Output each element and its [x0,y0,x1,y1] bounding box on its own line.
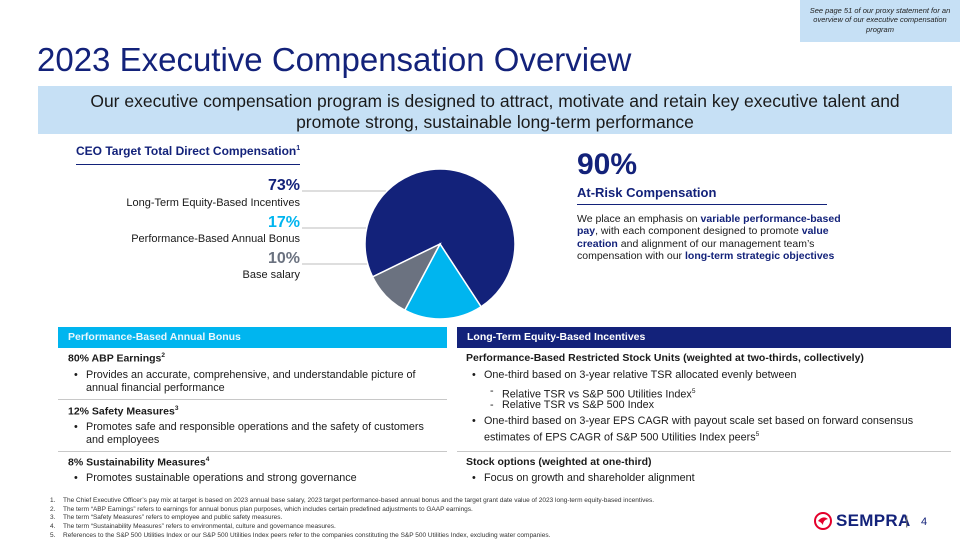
safety-measures-bullet: • Promotes safe and responsible operation… [74,421,424,446]
footnote-5: 5. References to the S&P 500 Utilities In… [50,531,551,539]
pct-bonus: 17% [267,214,300,231]
rsu-bullet-eps: • One-third based on 3-year EPS CAGR with… [472,415,914,444]
ceo-heading-footnote-ref: 1 [296,145,301,152]
abp-earnings-bullet: • Provides an accurate, comprehensive, an… [74,369,416,394]
pct-salary: 10% [267,250,300,267]
page-number-separator: | [905,513,909,528]
abp-earnings-title: 80% ABP Earnings2 [68,352,165,365]
footnotes: 1. The Chief Executive Officer’s pay mix … [50,497,654,541]
pie-slice-equity [364,168,516,308]
at-risk-percentage: 90% [577,148,638,181]
equity-header: Long-Term Equity-Based Incentives [457,327,951,348]
footnote-2: 2. The term “ABP Earnings” refers to earn… [50,505,473,513]
at-risk-text: We place an emphasis on [577,213,701,225]
pie-slice-bonus [403,242,483,320]
safety-measures-title: 12% Safety Measures3 [68,405,179,418]
pie-slice-salary [371,242,442,312]
at-risk-emphasis: value creation [577,225,829,250]
ceo-heading-text: CEO Target Total Direct Compensation [76,144,297,158]
footnote-3: 3. The term “Safety Measures” refers to e… [50,514,283,522]
ceo-heading-rule [76,164,300,165]
stock-options-title: Stock options (weighted at one-third) [466,456,652,468]
rsu-bullet-tsr: • One-third based on 3-year relative TSR … [472,369,797,381]
label-salary: Base salary [242,269,300,281]
sustainability-measures-title: 8% Sustainability Measures4 [68,456,210,469]
at-risk-label: At-Risk Compensation [577,185,717,200]
at-risk-rule [577,204,827,205]
at-risk-emphasis: variable performance-based pay [577,213,841,238]
bonus-divider-1 [58,399,447,400]
stock-options-bullet: • Focus on growth and shareholder alignme… [472,472,695,484]
bonus-divider-2 [58,451,447,452]
at-risk-description: We place an emphasis on variable perform… [577,213,862,262]
pct-equity: 73% [267,177,300,194]
at-risk-emphasis: long-term strategic objectives [684,249,835,262]
proxy-statement-note: See page 51 of our proxy statement for a… [800,0,960,42]
page-number: 4 [921,516,928,528]
footnote-4: 4. The term “Sustainability Measures” ref… [50,523,336,531]
page-title: 2023 Executive Compensation Overview [37,41,632,78]
ceo-compensation-heading: CEO Target Total Direct Compensation1 [76,144,300,158]
sustainability-measures-bullet: • Promotes sustainable operations and str… [74,472,357,484]
summary-banner: Our executive compensation program is de… [38,86,952,134]
logo-text: SEMPRA [836,511,911,530]
bonus-header: Performance-Based Annual Bonus [58,327,447,348]
at-risk-text: and alignment of our management team’s c… [577,237,815,262]
equity-divider [457,451,951,452]
rsu-title: Performance-Based Restricted Stock Units… [466,352,864,364]
rsu-sub-sp500: - Relative TSR vs S&P 500 Index [490,399,655,411]
label-equity: Long-Term Equity-Based Incentives [126,197,300,209]
sempra-logo: SEMPRA [814,511,911,531]
sempra-flame-icon [814,512,832,530]
label-bonus: Performance-Based Annual Bonus [131,233,300,245]
at-risk-text: , with each component designed to promot… [595,225,802,238]
compensation-pie-chart [302,168,516,320]
rsu-sub-utilities: - Relative TSR vs S&P 500 Utilities Index… [490,385,696,401]
footnote-1: 1. The Chief Executive Officer’s pay mix … [50,497,655,504]
